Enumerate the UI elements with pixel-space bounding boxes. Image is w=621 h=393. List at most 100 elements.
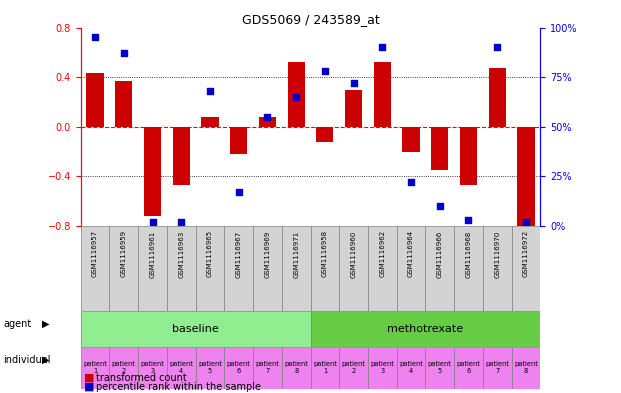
FancyBboxPatch shape [339,226,368,311]
Text: GSM1116963: GSM1116963 [178,230,184,277]
Text: GSM1116961: GSM1116961 [150,230,155,277]
Text: ■: ■ [84,373,94,383]
Text: GSM1116959: GSM1116959 [121,230,127,277]
Text: methotrexate: methotrexate [388,324,463,334]
Text: GSM1116965: GSM1116965 [207,230,213,277]
Text: GSM1116960: GSM1116960 [351,230,356,277]
Text: patient
4: patient 4 [170,361,193,374]
Text: patient
7: patient 7 [485,361,509,374]
Text: individual: individual [3,354,50,365]
FancyBboxPatch shape [253,347,282,389]
FancyBboxPatch shape [81,226,109,311]
Text: ▶: ▶ [42,319,50,329]
Text: GSM1116966: GSM1116966 [437,230,443,277]
FancyBboxPatch shape [454,347,483,389]
Text: GSM1116971: GSM1116971 [293,230,299,277]
Text: patient
6: patient 6 [456,361,481,374]
FancyBboxPatch shape [81,311,310,347]
Text: GSM1116958: GSM1116958 [322,230,328,277]
Text: percentile rank within the sample: percentile rank within the sample [96,382,261,392]
FancyBboxPatch shape [224,347,253,389]
Text: patient
8: patient 8 [284,361,308,374]
Bar [460,127,477,185]
Text: patient
7: patient 7 [255,361,279,374]
FancyBboxPatch shape [109,226,138,311]
Bar [374,62,391,127]
Text: patient
5: patient 5 [198,361,222,374]
Text: GSM1116968: GSM1116968 [466,230,471,277]
Bar [86,73,104,127]
Bar [517,127,535,228]
Point [521,219,531,225]
Point [119,50,129,57]
FancyBboxPatch shape [425,347,454,389]
Point [291,94,301,100]
FancyBboxPatch shape [224,226,253,311]
Point [205,88,215,94]
Bar [144,127,161,216]
Point [233,189,243,195]
Bar [489,68,505,127]
Text: ■: ■ [84,382,94,392]
FancyBboxPatch shape [282,226,310,311]
FancyBboxPatch shape [109,347,138,389]
FancyBboxPatch shape [483,347,512,389]
Text: patient
3: patient 3 [370,361,394,374]
Text: patient
2: patient 2 [112,361,136,374]
Text: GSM1116962: GSM1116962 [379,230,385,277]
FancyBboxPatch shape [81,347,109,389]
FancyBboxPatch shape [167,347,196,389]
Text: patient
4: patient 4 [399,361,423,374]
Text: transformed count: transformed count [96,373,187,383]
Point [148,219,158,225]
Point [492,44,502,51]
Text: patient
1: patient 1 [83,361,107,374]
Bar [288,62,305,127]
Bar [173,127,190,185]
FancyBboxPatch shape [138,347,167,389]
FancyBboxPatch shape [167,226,196,311]
Point [176,219,186,225]
FancyBboxPatch shape [397,347,425,389]
FancyBboxPatch shape [339,347,368,389]
Bar [230,127,247,154]
FancyBboxPatch shape [282,347,310,389]
FancyBboxPatch shape [196,226,224,311]
FancyBboxPatch shape [368,347,397,389]
FancyBboxPatch shape [397,226,425,311]
FancyBboxPatch shape [253,226,282,311]
Point [463,217,473,223]
Title: GDS5069 / 243589_at: GDS5069 / 243589_at [242,13,379,26]
FancyBboxPatch shape [483,226,512,311]
Text: patient
6: patient 6 [227,361,251,374]
FancyBboxPatch shape [512,347,540,389]
Point [90,34,100,40]
Text: patient
1: patient 1 [313,361,337,374]
Bar [431,127,448,170]
Bar [116,81,132,127]
FancyBboxPatch shape [454,226,483,311]
FancyBboxPatch shape [138,226,167,311]
Bar [316,127,333,141]
Text: patient
5: patient 5 [428,361,451,374]
Bar [345,90,362,127]
Text: baseline: baseline [172,324,219,334]
Bar [201,117,219,127]
FancyBboxPatch shape [310,311,540,347]
Bar [259,117,276,127]
Text: GSM1116972: GSM1116972 [523,230,529,277]
FancyBboxPatch shape [512,226,540,311]
FancyBboxPatch shape [196,347,224,389]
Point [263,114,273,120]
Text: GSM1116957: GSM1116957 [92,230,98,277]
Bar [402,127,420,152]
Point [378,44,388,51]
Point [348,80,358,86]
Point [320,68,330,74]
Text: GSM1116970: GSM1116970 [494,230,500,277]
FancyBboxPatch shape [425,226,454,311]
Text: patient
3: patient 3 [140,361,165,374]
Text: patient
8: patient 8 [514,361,538,374]
Text: ▶: ▶ [42,354,50,365]
Text: patient
2: patient 2 [342,361,366,374]
